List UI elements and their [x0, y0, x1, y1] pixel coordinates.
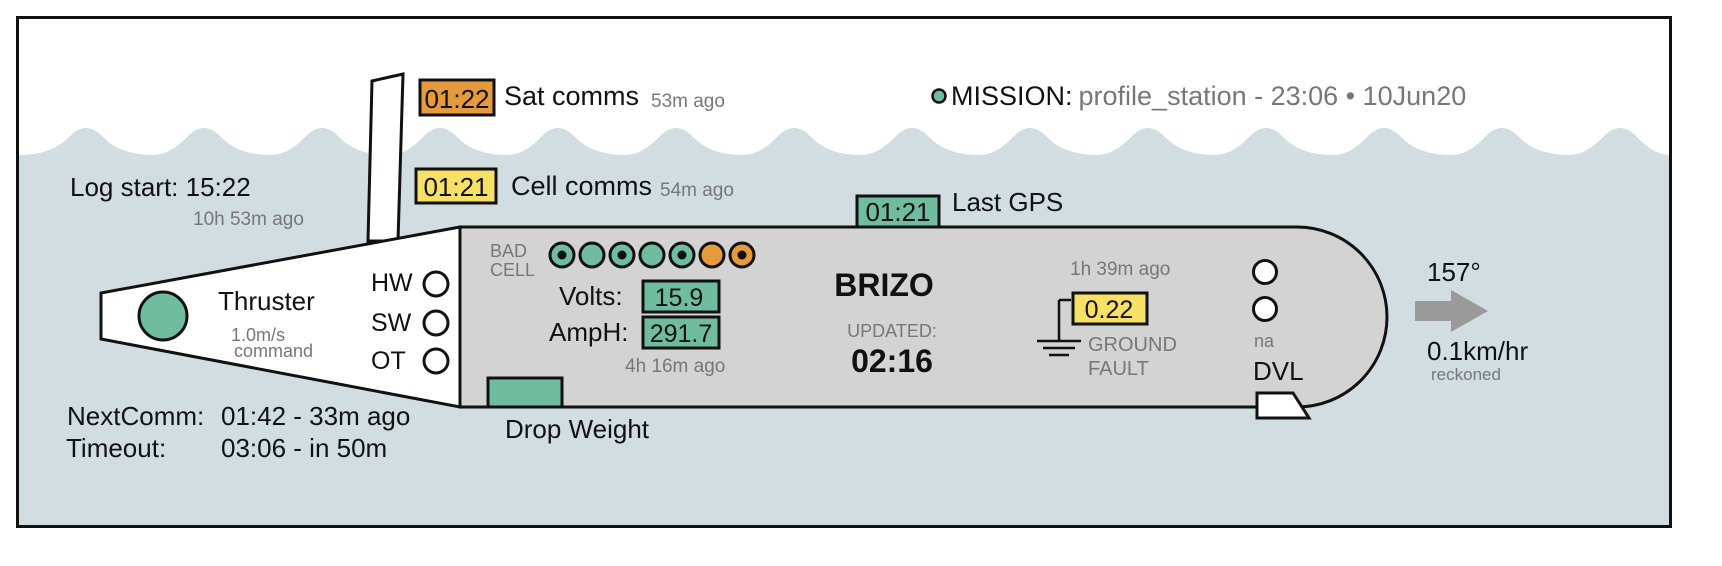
vehicle-name: BRIZO — [834, 267, 934, 303]
mission-label-text: MISSION: — [951, 81, 1073, 111]
mission-status-dot — [931, 88, 947, 104]
last-gps-time: 01:21 — [865, 197, 930, 227]
cell-comms-time: 01:21 — [423, 172, 488, 202]
amph-value: 291.7 — [650, 320, 713, 348]
battery-cell-7-fault-dot — [737, 250, 747, 260]
battery-cell-3-fault-dot — [617, 250, 627, 260]
volts-label: Volts: — [559, 281, 623, 311]
heading-speed: 0.1km/hr — [1427, 336, 1528, 366]
thruster-mode: command — [234, 341, 313, 361]
cell-comms-badge — [414, 167, 498, 205]
dvl-sensor-shape — [1255, 391, 1312, 420]
dvl-indicator-1 — [1252, 259, 1278, 285]
switch-hw-indicator — [422, 270, 450, 298]
sat-comms-badge — [418, 78, 496, 117]
battery-ago: 4h 16m ago — [625, 356, 725, 377]
dvl-indicator-2 — [1252, 296, 1278, 322]
battery-cell-6 — [698, 241, 726, 269]
heading-degrees: 157° — [1427, 257, 1481, 287]
mission-value: profile_station - 23:06 • 10Jun20 — [1079, 81, 1467, 111]
next-comm-label: NextComm: — [67, 401, 204, 431]
battery-cell-1-fault-dot — [557, 250, 567, 260]
mission-label: MISSION: profile_station - 23:06 • 10Jun2… — [951, 81, 1466, 111]
ground-fault-value: 0.22 — [1085, 296, 1134, 324]
switch-hw-label: HW — [371, 269, 413, 297]
heading-mode: reckoned — [1431, 365, 1501, 384]
switch-ot-indicator — [422, 347, 450, 375]
battery-cell-5-fault-dot — [677, 250, 687, 260]
drop-weight-label: Drop Weight — [505, 414, 650, 444]
dvl-label: DVL — [1253, 356, 1304, 386]
ground-fault-badge — [1071, 291, 1149, 326]
amph-label: AmpH: — [549, 317, 628, 347]
thruster-label: Thruster — [218, 286, 315, 316]
vehicle-status-panel: Drop Weight 01:22 Sat comms 53m ago 01:2… — [16, 16, 1672, 528]
battery-cell-2 — [578, 241, 606, 269]
updated-time: 02:16 — [851, 343, 933, 379]
switch-hw: HW — [371, 269, 450, 298]
ground-fault-ago: 1h 39m ago — [1070, 259, 1170, 280]
ground-fault-label-1: GROUND — [1088, 334, 1177, 356]
amph-badge — [641, 315, 721, 350]
thruster-indicator — [137, 290, 189, 342]
cell-comms-ago: 54m ago — [660, 180, 734, 201]
updated-label: UPDATED: — [847, 321, 937, 341]
timeout-label: Timeout: — [66, 433, 166, 463]
sat-comms-time: 01:22 — [424, 84, 489, 114]
thruster-speed: 1.0m/s — [231, 325, 285, 345]
switch-sw: SW — [371, 309, 450, 337]
next-comm-value: 01:42 - 33m ago — [221, 401, 410, 431]
timeout-value: 03:06 - in 50m — [221, 433, 387, 463]
switch-ot-label: OT — [371, 347, 406, 375]
battery-cells — [548, 241, 756, 269]
bad-cell-label-2: CELL — [490, 260, 535, 280]
switch-sw-label: SW — [371, 309, 412, 337]
volts-badge — [641, 279, 721, 314]
switch-ot: OT — [371, 347, 450, 375]
volts-value: 15.9 — [655, 284, 704, 312]
battery-cell-4 — [638, 241, 666, 269]
hull — [458, 225, 1389, 409]
vehicle-diagram: Drop Weight 01:22 Sat comms 53m ago 01:2… — [19, 72, 1669, 525]
dvl-na: na — [1254, 331, 1275, 351]
arrow-right-icon — [1415, 290, 1488, 332]
log-start-ago: 10h 53m ago — [193, 209, 304, 230]
last-gps-label: Last GPS — [952, 187, 1063, 217]
sat-comms-label: Sat comms — [504, 81, 639, 111]
drop-weight-block — [486, 376, 564, 409]
last-gps-badge — [855, 194, 941, 229]
ground-fault-label-2: FAULT — [1088, 358, 1149, 380]
ground-icon — [1037, 298, 1081, 357]
log-start-label: Log start: 15:22 — [70, 172, 251, 202]
antenna-mast — [366, 72, 405, 243]
bad-cell-label-1: BAD — [490, 241, 527, 261]
cell-comms-label: Cell comms — [511, 171, 652, 201]
switch-sw-indicator — [422, 309, 450, 337]
sat-comms-ago: 53m ago — [651, 91, 725, 112]
